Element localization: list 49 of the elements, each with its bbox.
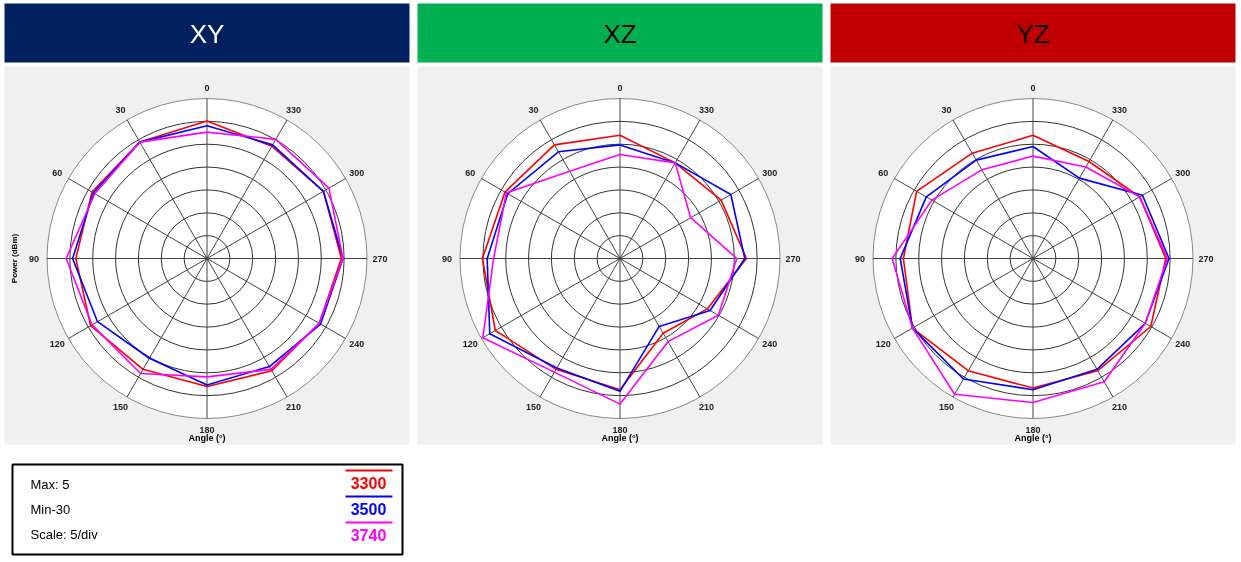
text: Min-30 xyxy=(30,502,71,517)
spoke-label: 330 xyxy=(698,105,715,116)
chart-title: YZ xyxy=(1016,18,1050,49)
spoke-label: 330 xyxy=(1111,105,1128,116)
spoke-label: 150 xyxy=(525,401,542,412)
text: Angle (°) xyxy=(188,432,226,443)
text: Max: 5 xyxy=(30,477,70,492)
chart-title: XY xyxy=(189,18,225,49)
spoke-label: 300 xyxy=(762,168,778,178)
spoke-label: 120 xyxy=(49,339,65,349)
spoke-label: 60 xyxy=(878,168,889,178)
spoke-label: 90 xyxy=(854,253,866,264)
text: Power (dBm) xyxy=(10,233,19,284)
spoke-label: 120 xyxy=(875,339,891,349)
spoke-label: 150 xyxy=(112,401,129,412)
spoke-label: 30 xyxy=(941,105,952,116)
legend-label: 3500 xyxy=(350,500,387,518)
spoke-label: 270 xyxy=(785,253,801,264)
legend-label: 3300 xyxy=(350,474,387,492)
spoke-label: 240 xyxy=(1175,339,1191,349)
spoke-label: 150 xyxy=(938,401,955,412)
spoke-label: 180 xyxy=(612,424,628,435)
spoke-label: 210 xyxy=(285,401,302,412)
spoke-label: 270 xyxy=(372,253,388,264)
spoke-label: 60 xyxy=(52,168,63,178)
spoke-label: 210 xyxy=(698,401,715,412)
spoke-label: 330 xyxy=(285,105,302,116)
spoke-label: 120 xyxy=(462,339,478,349)
spoke-label: 0 xyxy=(617,82,623,93)
spoke-label: 30 xyxy=(115,105,126,116)
spoke-label: 300 xyxy=(349,168,365,178)
text: Angle (°) xyxy=(1014,432,1052,443)
spoke-label: 210 xyxy=(1111,401,1128,412)
spoke-label: 0 xyxy=(204,82,210,93)
spoke-label: 30 xyxy=(528,105,539,116)
spoke-label: 240 xyxy=(762,339,778,349)
spoke-label: 300 xyxy=(1175,168,1191,178)
legend-label: 3740 xyxy=(350,526,387,544)
text: Angle (°) xyxy=(601,432,639,443)
spoke-label: 180 xyxy=(1025,424,1041,435)
spoke-label: 270 xyxy=(1198,253,1214,264)
spoke-label: 60 xyxy=(465,168,476,178)
spoke-label: 240 xyxy=(349,339,365,349)
spoke-label: 0 xyxy=(1030,82,1036,93)
spoke-label: 180 xyxy=(199,424,215,435)
text: Scale: 5/div xyxy=(30,527,99,542)
spoke-label: 90 xyxy=(441,253,453,264)
spoke-label: 90 xyxy=(28,253,40,264)
chart-title: XZ xyxy=(603,18,637,49)
